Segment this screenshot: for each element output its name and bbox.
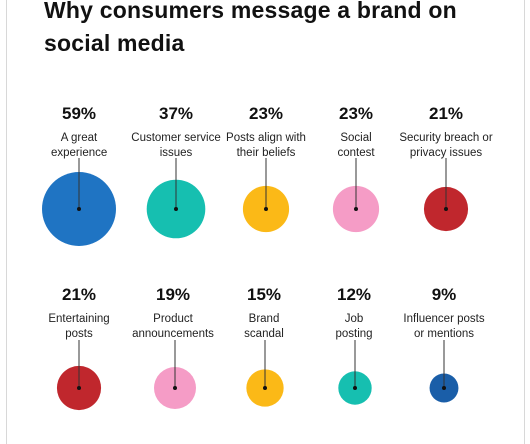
bubble-center-dot [444, 207, 448, 211]
bubble-center-dot [442, 386, 446, 390]
item-security-breach: 21% Security breach or privacy issues [396, 104, 496, 161]
bubble-center-dot [353, 386, 357, 390]
bubble-center-dot [263, 386, 267, 390]
item-percent: 21% [61, 285, 97, 304]
item-label: A great experience [51, 132, 108, 159]
bubble-center-dot [77, 386, 81, 390]
item-label: Entertaining posts [48, 313, 110, 340]
item-percent: 37% [158, 104, 194, 123]
bubble-center-dot [264, 207, 268, 211]
bubble-center-dot [77, 207, 81, 211]
chart-title: Why consumers message a brand on social … [44, 0, 457, 56]
bubble-center-dot [174, 207, 178, 211]
item-social-contest: 23% Social contest [306, 104, 406, 161]
item-percent: 19% [155, 285, 191, 304]
bubble-center-dot [354, 207, 358, 211]
item-label: Posts align with their beliefs [226, 132, 306, 159]
item-percent: 15% [246, 285, 282, 304]
item-label: Security breach or privacy issues [399, 132, 493, 159]
item-customer-service: 37% Customer service issues [126, 104, 226, 161]
item-percent: 9% [431, 285, 457, 304]
item-entertaining-posts: 21% Entertaining posts [29, 285, 129, 342]
item-percent: 59% [61, 104, 97, 123]
item-great-experience: 59% A great experience [29, 104, 129, 161]
item-label: Brand scandal [244, 313, 284, 340]
item-percent: 21% [428, 104, 464, 123]
item-label: Social contest [337, 132, 375, 159]
item-percent: 12% [336, 285, 372, 304]
item-label: Job posting [335, 313, 373, 340]
item-posts-align: 23% Posts align with their beliefs [216, 104, 316, 161]
item-product-announcements: 19% Product announcements [123, 285, 223, 342]
item-label: Influencer posts or mentions [403, 313, 485, 340]
item-percent: 23% [248, 104, 284, 123]
item-job-posting: 12% Job posting [304, 285, 404, 342]
item-percent: 23% [338, 104, 374, 123]
figure-frame [6, 0, 525, 444]
item-brand-scandal: 15% Brand scandal [214, 285, 314, 342]
bubble-center-dot [173, 386, 177, 390]
item-label: Customer service issues [131, 132, 221, 159]
item-influencer-posts: 9% Influencer posts or mentions [394, 285, 494, 342]
item-label: Product announcements [132, 313, 214, 340]
